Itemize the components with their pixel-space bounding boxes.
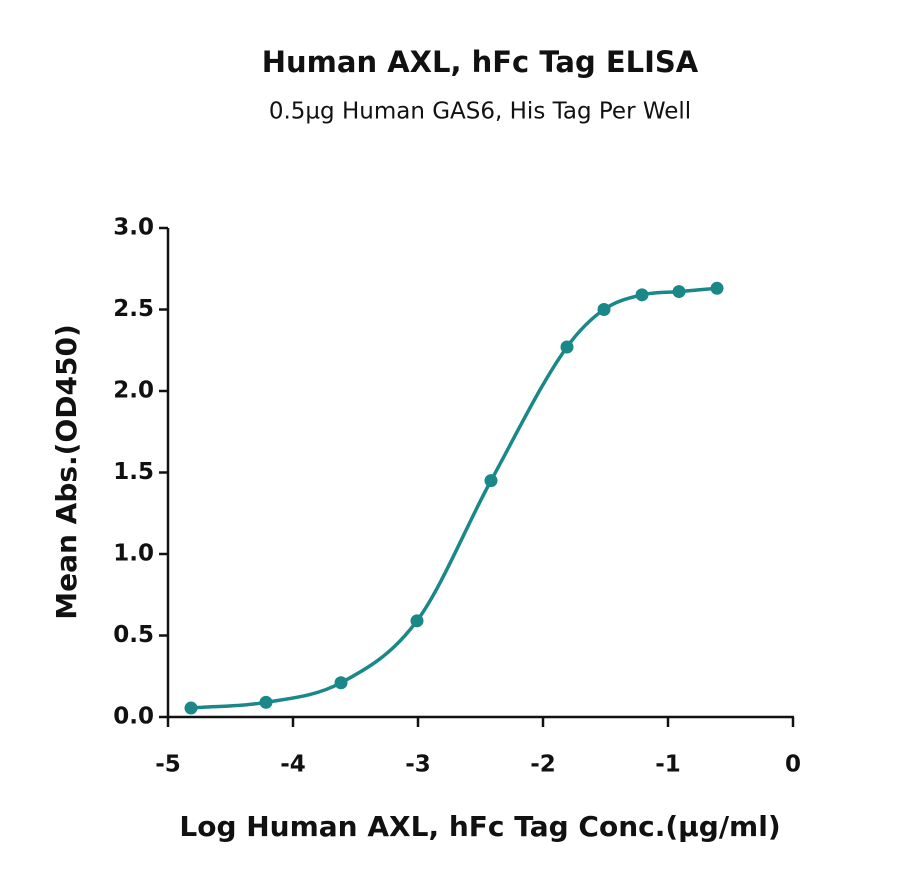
y-tick-label: 1.0 — [113, 541, 154, 567]
data-point — [597, 303, 611, 316]
data-point — [410, 614, 424, 628]
x-tick-label: 0 — [785, 752, 801, 778]
x-tick-label: -2 — [530, 752, 556, 778]
fit-curve — [190, 286, 718, 710]
y-tick-label: 0.0 — [113, 704, 154, 730]
data-point — [484, 474, 498, 488]
x-tick-label: -4 — [280, 752, 306, 778]
x-tick-label: -3 — [405, 752, 431, 778]
x-tick-label: -5 — [155, 752, 181, 778]
data-point — [334, 676, 348, 690]
data-point — [184, 701, 198, 715]
chart-title: Human AXL, hFc Tag ELISA — [262, 45, 699, 79]
data-point — [710, 281, 724, 295]
y-tick-label: 2.5 — [113, 296, 154, 322]
data-point — [560, 340, 574, 354]
x-tick-label: -1 — [655, 752, 681, 778]
data-point — [672, 285, 686, 299]
x-axis-label: Log Human AXL, hFc Tag Conc.(µg/ml) — [179, 810, 780, 843]
data-point — [635, 288, 649, 302]
y-tick-label: 3.0 — [113, 215, 154, 241]
y-tick-label: 0.5 — [113, 622, 154, 648]
data-point — [259, 695, 273, 709]
chart-subtitle: 0.5µg Human GAS6, His Tag Per Well — [269, 99, 691, 125]
y-tick-label: 1.5 — [113, 459, 154, 485]
y-axis-label: Mean Abs.(OD450) — [50, 324, 83, 620]
y-tick-label: 2.0 — [113, 378, 154, 404]
